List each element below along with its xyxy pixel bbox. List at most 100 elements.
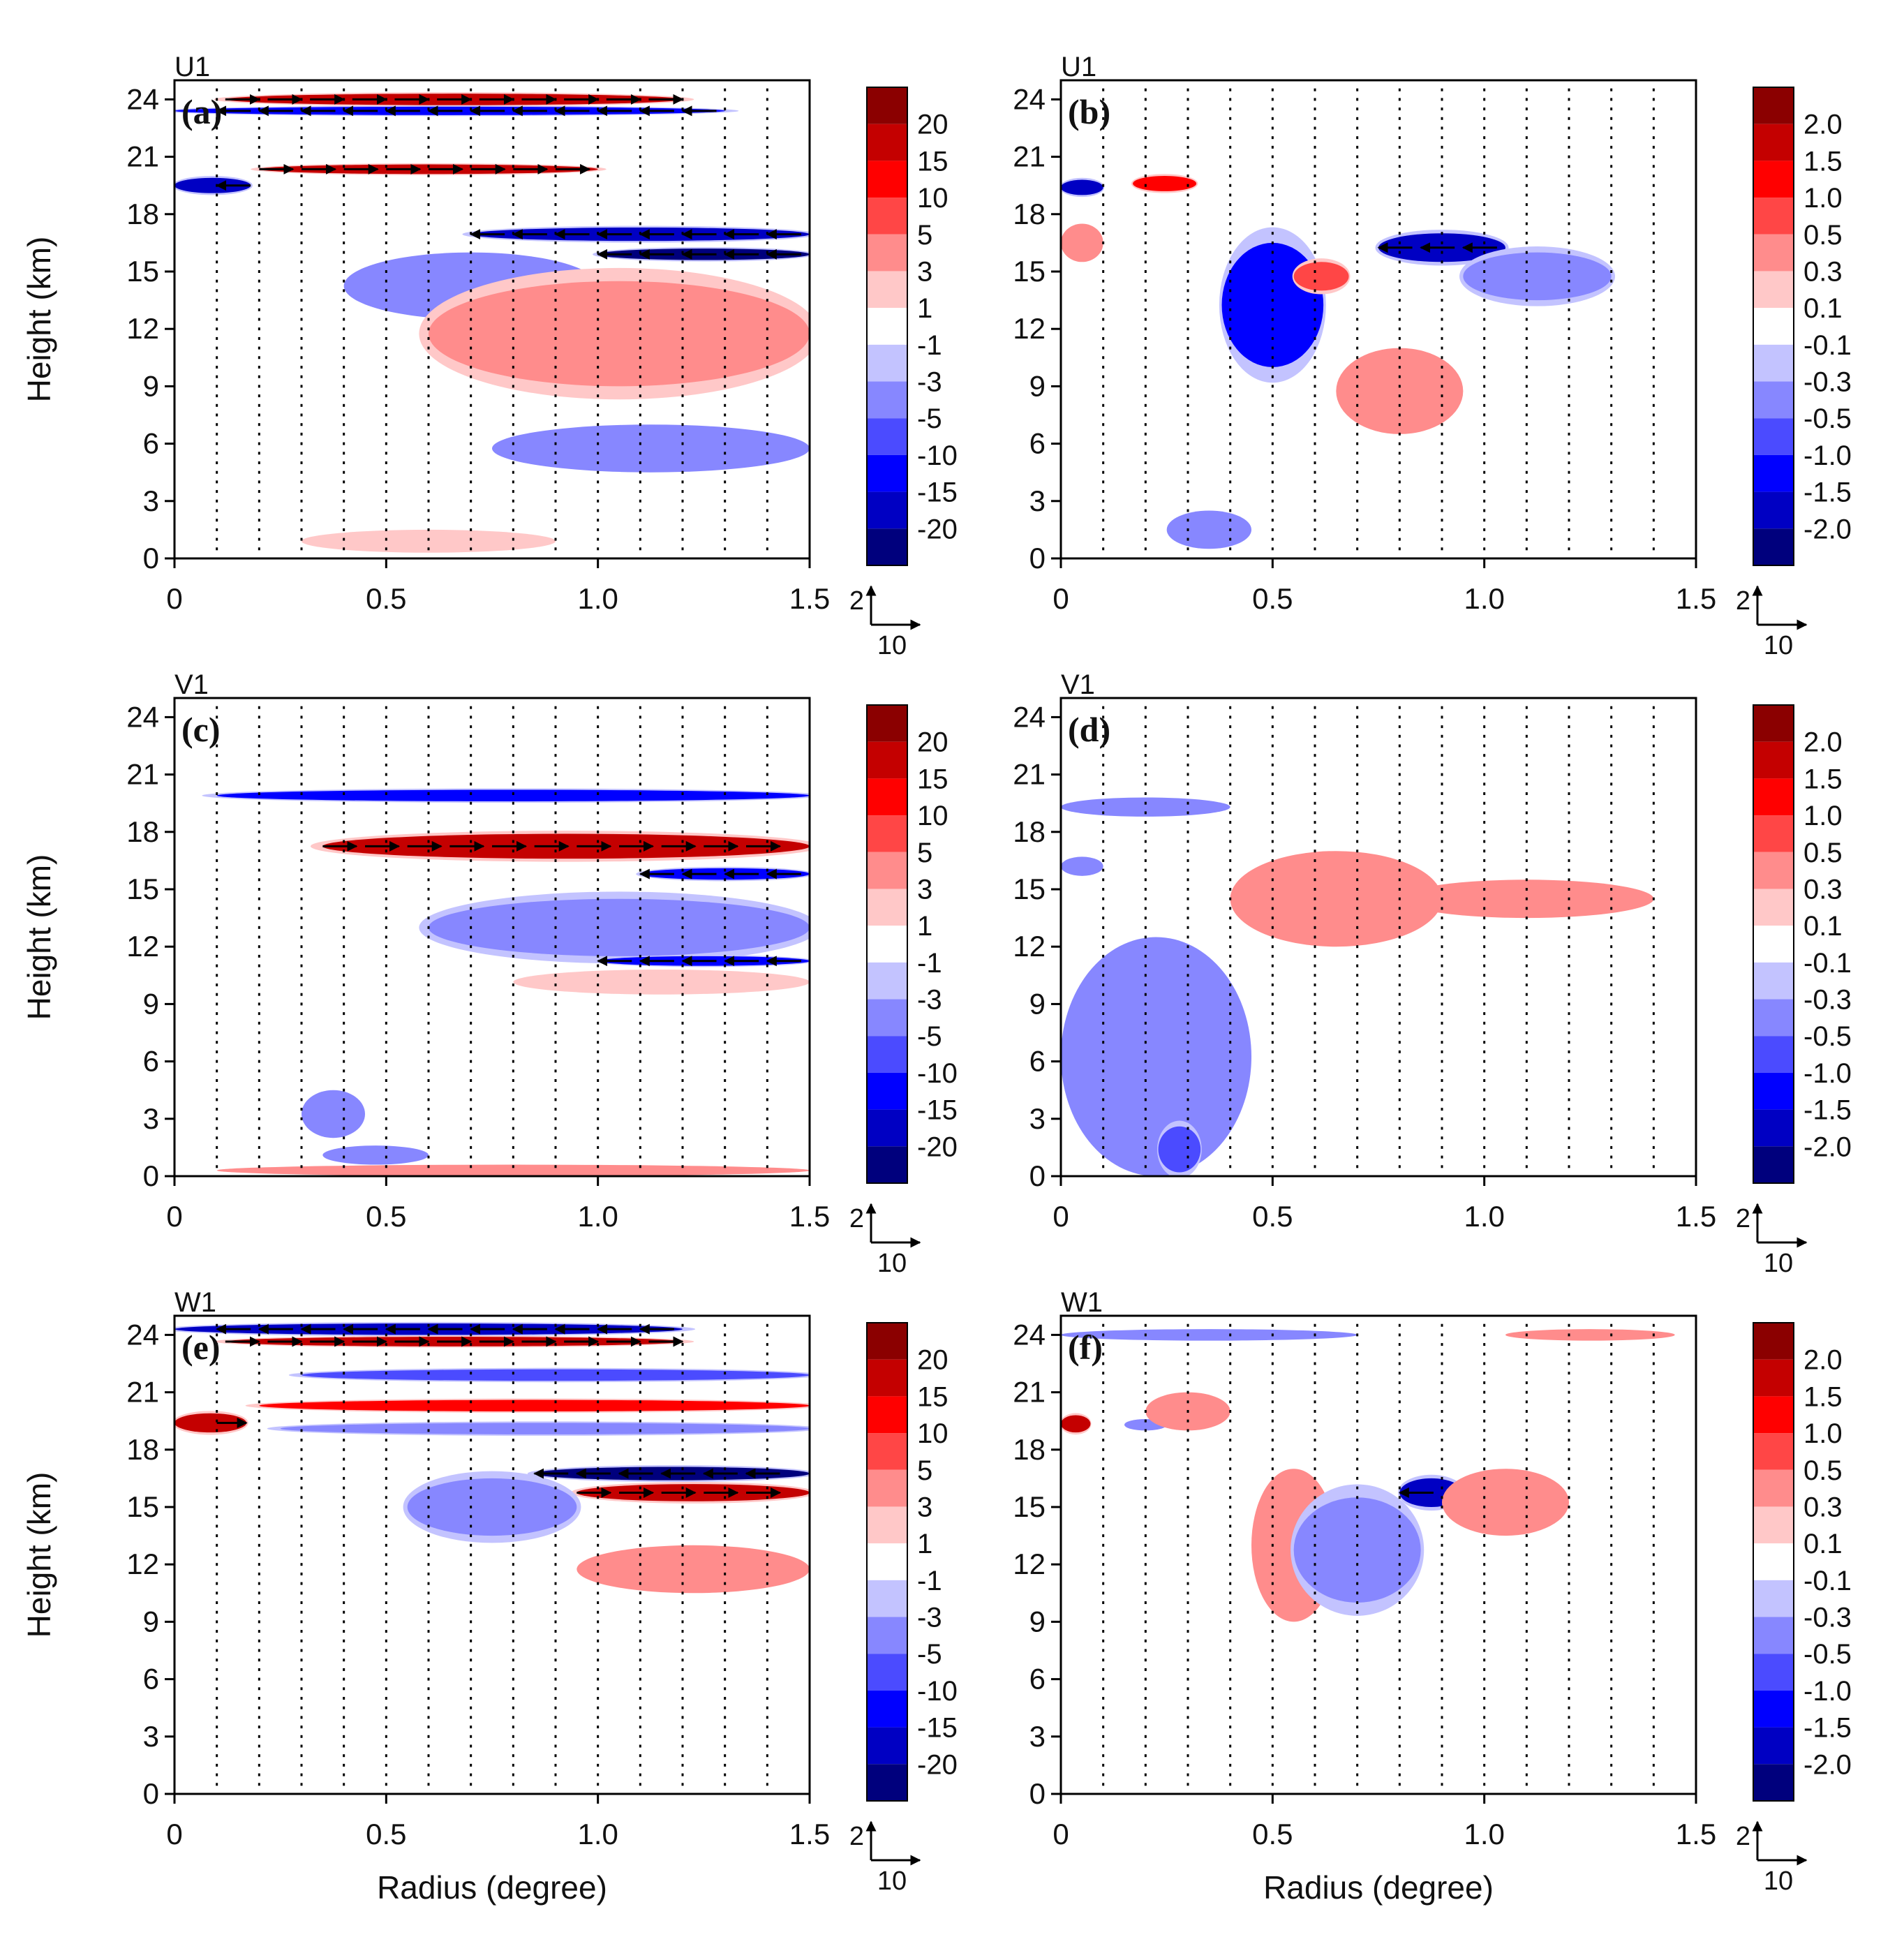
vector-dot [258,299,260,302]
vector-dot [554,537,557,541]
vector-dot [681,1352,684,1356]
vector-dot [1356,878,1359,882]
vector-dot [1568,1117,1570,1120]
vector-dot [427,916,430,920]
vector-dot [300,1021,303,1025]
vector-dot [1314,155,1316,158]
vector-dot [1314,1381,1316,1384]
vector-dot [300,859,303,862]
vector-dot [1102,945,1105,949]
vector-dot [300,1127,303,1130]
vector-dot [1271,1362,1274,1365]
vector-dot [300,1145,303,1149]
vector-dot [1229,1716,1232,1719]
vector-dot [1610,1079,1613,1082]
vector-dot [1314,232,1316,235]
vector-dot [681,1155,684,1159]
vector-dot [427,184,430,187]
vector-dot [1525,725,1528,729]
vector-dot [1652,1668,1655,1671]
vector-dot [766,175,768,177]
vector-dot [1398,1429,1401,1432]
vector-dot [1441,907,1443,910]
vector-dot [470,1457,473,1461]
vector-dot [1144,830,1147,833]
vector-dot [470,270,473,273]
vector-dot [1525,193,1528,197]
y-axis-label: Height (km) [21,237,57,403]
vector-dot [427,432,430,436]
vector-dot [1610,897,1613,900]
vector-dot [1102,1467,1105,1471]
vector-dot [470,773,473,776]
vector-dot [1187,1108,1189,1111]
vector-dot [470,1079,473,1082]
vector-dot [216,1088,218,1092]
vector-dot [1144,715,1147,719]
vector-dot [1271,840,1274,843]
colorbar-label: -1.5 [1803,1713,1852,1744]
vector-dot [1271,801,1274,805]
vector-dot [512,519,514,522]
vector-dot [1271,232,1274,235]
vector-dot [1441,1429,1443,1432]
vector-dot [470,1069,473,1073]
vector-dot [554,299,557,302]
vector-dot [300,251,303,254]
colorbar-swatch [1753,1323,1794,1360]
vector-dot [216,1419,218,1423]
vector-dot [639,897,641,900]
vector-dot [1525,1002,1528,1006]
vector-dot [343,327,345,331]
vector-dot [512,260,514,264]
vector-dot [427,1726,430,1729]
vector-dot [1144,840,1147,843]
vector-dot [385,1697,387,1700]
vector-dot [1525,993,1528,996]
vector-dot [639,974,641,977]
vector-dot [216,1457,218,1461]
vector-dot [343,519,345,522]
vector-dot [470,490,473,493]
vector-dot [1483,1031,1486,1034]
vector-dot [343,897,345,900]
vector-dot [470,375,473,378]
vector-dot [1144,98,1147,101]
vector-dot [1568,509,1570,512]
vector-dot [1652,801,1655,805]
vector-dot [766,1735,768,1738]
vector-dot [1229,499,1232,503]
vector-dot [216,1591,218,1595]
vector-dot [1483,1467,1486,1471]
vector-dot [681,1041,684,1044]
vector-dot [724,1639,727,1642]
vector-dot [1187,1677,1189,1681]
vector-dot [681,964,684,967]
vector-dot [258,763,260,766]
vector-dot [1441,356,1443,359]
vector-dot [343,145,345,149]
vector-dot [554,1658,557,1662]
vector-dot [1271,1069,1274,1073]
vector-dot [258,1050,260,1053]
vector-dot [1568,318,1570,321]
vector-dot [1271,1706,1274,1709]
vector-dot [1652,107,1655,111]
vector-dot [1187,423,1189,426]
vector-dot [385,203,387,207]
vector-dot [597,849,600,853]
colorbar-swatch [1753,234,1794,272]
vector-dot [1102,212,1105,216]
vector-dot [1144,1439,1147,1442]
vector-dot [724,1410,727,1413]
vector-dot [1441,993,1443,996]
colorbar-label: 2.0 [1803,727,1843,758]
vector-dot [385,1031,387,1034]
vector-dot [1144,1127,1147,1130]
vector-dot [1102,470,1105,474]
vector-dot [1271,1630,1274,1633]
vector-dot [216,1108,218,1111]
vector-dot [1398,289,1401,292]
contour-fill [577,1545,810,1594]
